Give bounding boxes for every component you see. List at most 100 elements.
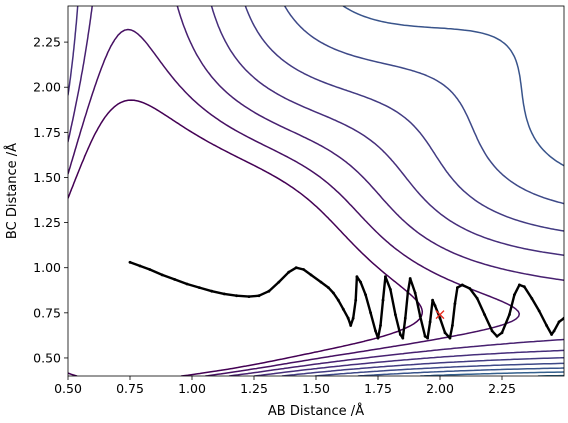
trajectory-point [309, 273, 313, 277]
trajectory-point [500, 331, 504, 335]
trajectory-point [475, 297, 479, 300]
end-marker-x [435, 310, 445, 320]
y-tick-label: 0.50 [33, 350, 61, 365]
x-axis-label: AB Distance /Å [268, 403, 364, 419]
trajectory-point [451, 324, 454, 327]
trajectory-point [428, 320, 432, 324]
trajectory-point [327, 286, 330, 289]
trajectory-point [537, 309, 541, 313]
trajectory-point [552, 329, 556, 333]
x-tick-label: 0.75 [116, 381, 144, 396]
y-tick-label: 1.00 [33, 260, 61, 275]
trajectory-point [173, 278, 177, 281]
y-tick-label: 1.75 [33, 125, 61, 140]
trajectory-point [128, 260, 132, 264]
trajectory-point [483, 313, 486, 316]
trajectory-point [355, 275, 359, 279]
trajectory-point [389, 288, 392, 291]
x-tick-label: 1.00 [178, 381, 206, 396]
trajectory-point [438, 316, 442, 320]
y-tick-label: 2.25 [33, 35, 61, 50]
y-axis: 0.50 0.75 1.00 1.25 1.50 1.75 2.00 2.25 [33, 35, 68, 365]
trajectory-point [247, 295, 251, 298]
trajectory-point [530, 297, 534, 300]
contour-lines [68, 6, 564, 376]
trajectory-point [138, 264, 142, 268]
trajectory-point [522, 285, 526, 289]
x-axis: 0.50 0.75 1.00 1.25 1.50 1.75 2.00 2.25 [54, 376, 516, 396]
trajectory-point [433, 304, 437, 307]
y-tick-label: 1.50 [33, 170, 61, 185]
y-tick-label: 2.00 [33, 80, 61, 95]
trajectory-point [545, 324, 548, 327]
trajectory-point [460, 283, 464, 287]
y-axis-label: BC Distance /Å [4, 143, 20, 239]
trajectory-point [384, 275, 387, 279]
trajectory-point [257, 294, 261, 298]
trajectory-point [148, 268, 152, 271]
trajectory-point [349, 324, 353, 327]
trajectory-point [518, 283, 521, 287]
trajectory-point [394, 313, 397, 316]
trajectory-point [210, 289, 214, 293]
trajectory-point [413, 291, 417, 295]
trajectory-point [468, 287, 472, 290]
trajectory-point [287, 270, 291, 274]
trajectory-point [557, 320, 561, 324]
trajectory-point [235, 294, 239, 298]
trajectory-point [406, 291, 410, 295]
trajectory-point [448, 336, 452, 340]
x-tick-label: 0.50 [54, 381, 82, 396]
trajectory-point [398, 333, 402, 336]
trajectory-point [222, 292, 226, 296]
trajectory-point [508, 313, 511, 316]
trajectory [128, 260, 564, 340]
trajectory-point [359, 280, 362, 284]
trajectory-point [160, 273, 164, 277]
trajectory-point [267, 289, 271, 293]
trajectory-point [346, 316, 350, 320]
x-tick-label: 2.00 [426, 381, 454, 396]
trajectory-point [364, 293, 367, 297]
trajectory-point [495, 334, 499, 338]
trajectory-point [456, 286, 459, 289]
trajectory-point [418, 315, 422, 318]
contour-line [419, 371, 564, 376]
trajectory-point [198, 286, 201, 289]
trajectory-point [369, 311, 372, 315]
trajectory-point [401, 336, 405, 340]
trajectory-point [550, 333, 553, 336]
trajectory-point [319, 280, 323, 284]
y-tick-label: 0.75 [33, 305, 61, 320]
end-marker [435, 310, 445, 320]
trajectory-point [374, 329, 377, 333]
y-tick-label: 1.25 [33, 215, 61, 230]
contour-line [68, 99, 424, 376]
trajectory-point [294, 266, 298, 270]
trajectory-point [381, 298, 385, 302]
trajectory-point [336, 298, 340, 302]
trajectory-point [423, 334, 427, 338]
x-tick-label: 1.75 [364, 381, 392, 396]
x-tick-label: 2.25 [488, 381, 516, 396]
trajectory-point [332, 291, 335, 295]
x-tick-label: 1.25 [240, 381, 268, 396]
trajectory-point [379, 324, 382, 327]
trajectory-point [302, 268, 305, 271]
x-tick-label: 1.50 [302, 381, 330, 396]
trajectory-point [426, 336, 429, 340]
trajectory-point [277, 280, 281, 284]
trajectory-point [185, 282, 189, 286]
trajectory-point [453, 302, 457, 306]
trajectory-point [376, 336, 380, 340]
trajectory-point [403, 316, 407, 320]
trajectory-point [443, 331, 447, 335]
trajectory-point [351, 316, 355, 320]
trajectory-point [408, 277, 412, 280]
trajectory-point [354, 298, 358, 302]
trajectory-point [341, 307, 345, 311]
trajectory-point [431, 298, 434, 302]
trajectory-point [513, 293, 516, 297]
